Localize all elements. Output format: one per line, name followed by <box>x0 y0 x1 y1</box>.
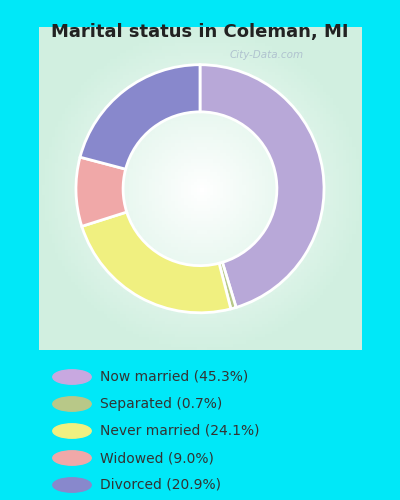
Circle shape <box>53 424 91 438</box>
Text: Widowed (9.0%): Widowed (9.0%) <box>100 451 214 465</box>
Circle shape <box>53 478 91 492</box>
Wedge shape <box>200 64 324 308</box>
Wedge shape <box>76 157 127 226</box>
Text: Divorced (20.9%): Divorced (20.9%) <box>100 478 221 492</box>
Wedge shape <box>80 64 200 169</box>
Circle shape <box>53 370 91 384</box>
Wedge shape <box>82 212 231 313</box>
Text: Never married (24.1%): Never married (24.1%) <box>100 424 260 438</box>
Circle shape <box>53 397 91 411</box>
Text: Now married (45.3%): Now married (45.3%) <box>100 370 248 384</box>
Text: Separated (0.7%): Separated (0.7%) <box>100 397 222 411</box>
Wedge shape <box>219 262 236 309</box>
Text: City-Data.com: City-Data.com <box>229 50 303 60</box>
Circle shape <box>53 451 91 465</box>
Text: Marital status in Coleman, MI: Marital status in Coleman, MI <box>51 22 349 40</box>
